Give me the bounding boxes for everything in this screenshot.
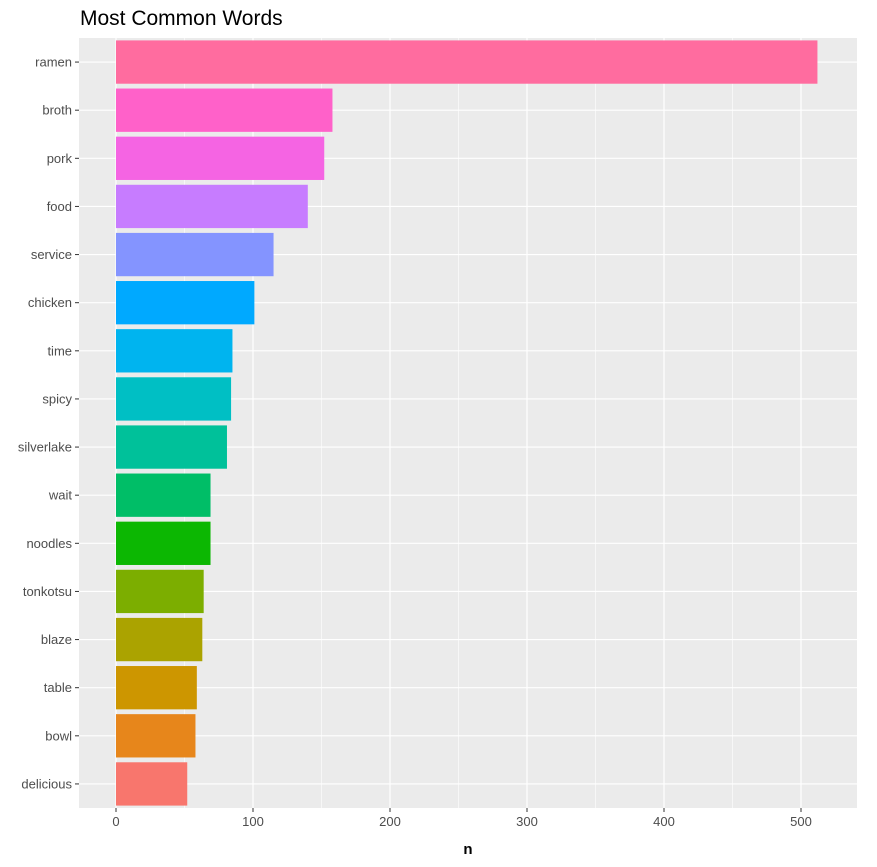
bar-pork [116,136,325,180]
bar-ramen [116,40,818,84]
y-tick-label: delicious [21,776,72,791]
y-tick-label: time [47,343,72,358]
y-tick-label: noodles [26,536,72,551]
x-tick-label: 500 [790,814,812,829]
chart-title: Most Common Words [80,7,283,30]
y-tick-label: service [31,247,72,262]
y-tick-label: food [47,199,72,214]
bar-broth [116,88,333,132]
bar-service [116,232,274,277]
bar-chicken [116,281,255,325]
y-tick-label: blaze [41,632,72,647]
x-tick-label: 100 [242,814,264,829]
y-tick-label: silverlake [18,440,72,455]
bar-noodles [116,521,211,565]
y-tick-label: wait [48,488,73,503]
bar-silverlake [116,425,227,469]
x-tick-label: 0 [112,814,119,829]
bar-wait [116,473,211,517]
x-tick-label: 400 [653,814,675,829]
bar-delicious [116,762,188,806]
y-tick-label: broth [42,103,72,118]
y-tick-label: table [44,680,72,695]
y-tick-label: spicy [42,391,72,406]
bar-time [116,329,233,373]
bar-tonkotsu [116,569,204,614]
bars [116,40,818,806]
bar-bowl [116,714,196,758]
bar-spicy [116,377,232,421]
y-tick-label: pork [47,151,73,166]
x-axis: 0 100 200 300 400 500 [112,808,812,829]
y-tick-label: chicken [28,295,72,310]
y-tick-label: tonkotsu [23,584,72,599]
bar-food [116,184,308,229]
bar-table [116,666,197,710]
y-tick-label: ramen [35,55,72,70]
x-tick-label: 200 [379,814,401,829]
y-tick-label: bowl [45,728,72,743]
x-tick-label: 300 [516,814,538,829]
x-axis-title: n [463,841,472,858]
y-axis: ramen broth pork food service chicken time spic… [18,55,79,791]
bar-blaze [116,617,203,662]
